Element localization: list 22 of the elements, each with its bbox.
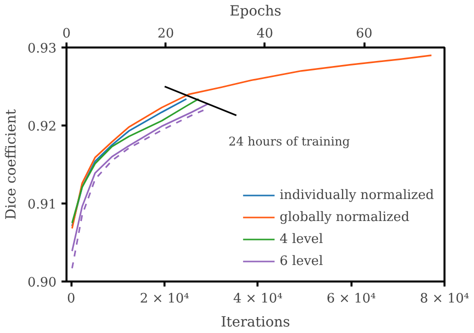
x2-tick-label: 0 [62, 26, 71, 42]
legend-label: 6 level [280, 254, 324, 268]
y-tick-label: 0.92 [28, 120, 57, 134]
x2-axis-title: Epochs [230, 4, 282, 20]
x-tick-label: 4 × 10⁴ [233, 292, 282, 306]
legend-label: individually normalized [280, 188, 434, 202]
x-axis-title: Iterations [220, 314, 290, 330]
x-tick-label: 8 × 10⁴ [420, 292, 470, 306]
y-axis-title: Dice coefficient [4, 108, 20, 220]
x2-tick-label: 40 [256, 26, 274, 42]
x-tick-label: 0 [67, 292, 76, 306]
x2-tick-label: 20 [157, 26, 174, 42]
legend-label: globally normalized [280, 210, 410, 224]
y-tick-label: 0.90 [28, 276, 57, 290]
line-series [71, 54, 432, 230]
y-tick-label: 0.91 [28, 198, 57, 212]
legend-label: 4 level [280, 232, 324, 246]
annotation: 24 hours of training [228, 134, 350, 148]
y-tick-label: 0.93 [28, 42, 57, 56]
x2-tick-label: 60 [356, 26, 372, 42]
x-tick-label: 6 × 10⁴ [326, 292, 376, 306]
x-tick-label: 2 × 10⁴ [140, 292, 190, 306]
